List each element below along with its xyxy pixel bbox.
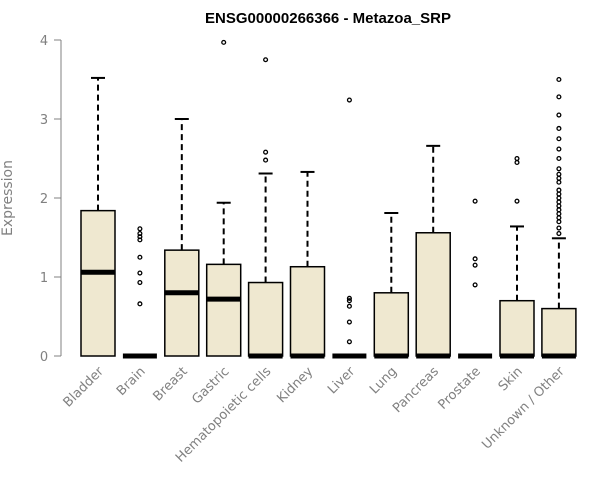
- outlier-point: [346, 319, 352, 325]
- y-axis: 0 1 2 3 4: [40, 34, 62, 365]
- outlier-point: [556, 76, 562, 83]
- outlier-point: [556, 175, 562, 181]
- box-rect: [289, 265, 326, 357]
- x-category-label: Lung: [367, 364, 400, 397]
- outlier-point: [346, 295, 352, 301]
- x-category-label: Liver: [325, 364, 359, 398]
- x-category-label: Brain: [114, 364, 149, 399]
- x-category-label: Breast: [150, 364, 190, 404]
- outlier-point: [514, 155, 520, 162]
- outlier-point: [137, 279, 143, 286]
- outlier-point: [556, 215, 562, 221]
- outlier-point: [346, 303, 352, 309]
- outlier-point: [346, 339, 352, 345]
- outlier-point: [556, 191, 562, 197]
- outlier-point: [556, 203, 562, 209]
- y-axis-label: Expression: [0, 160, 16, 236]
- box-rect: [373, 292, 410, 357]
- outlier-point: [137, 270, 143, 276]
- y-tick-label: 2: [40, 192, 48, 207]
- outlier-point: [346, 298, 352, 304]
- x-category-label: Unknown / Other: [479, 364, 568, 453]
- outlier-point: [556, 219, 562, 225]
- outlier-point: [556, 225, 562, 231]
- box-rect: [205, 263, 242, 357]
- outlier-point: [556, 112, 562, 118]
- outlier-point: [556, 166, 562, 172]
- outlier-point: [556, 155, 562, 162]
- outlier-point: [556, 195, 562, 201]
- box-rect: [164, 249, 200, 357]
- outlier-point: [137, 231, 143, 237]
- outlier-point: [556, 207, 562, 213]
- x-category-label: Kidney: [274, 364, 316, 406]
- box-bladder: [80, 76, 116, 357]
- box-pancreas: [415, 144, 451, 359]
- x-category-label: Skin: [496, 364, 526, 394]
- box-prostate: [458, 198, 493, 359]
- box-kidney: [289, 170, 326, 359]
- outlier-point: [137, 226, 143, 232]
- boxes-group: [80, 39, 577, 359]
- box-gastric: [205, 39, 242, 357]
- outlier-point: [263, 149, 269, 155]
- x-category-label: Prostate: [435, 364, 483, 412]
- outlier-point: [472, 256, 478, 262]
- outlier-point: [556, 136, 562, 142]
- outlier-point: [556, 199, 562, 205]
- box-lung: [373, 212, 410, 359]
- chart-title: ENSG00000266366 - Metazoa_SRP: [205, 10, 451, 27]
- box-unknown-other: [541, 76, 577, 359]
- x-category-label: Bladder: [61, 364, 108, 411]
- y-tick-label: 0: [40, 350, 48, 365]
- box-rect: [499, 299, 535, 357]
- box-rect: [80, 209, 116, 357]
- outlier-point: [556, 179, 562, 185]
- box-rect: [415, 232, 451, 357]
- outlier-point: [346, 97, 352, 103]
- outlier-point: [472, 282, 478, 288]
- box-rect: [247, 281, 284, 357]
- x-category-label: Pancreas: [390, 364, 442, 416]
- outlier-point: [556, 187, 562, 193]
- outlier-point: [263, 57, 269, 63]
- outlier-point: [556, 211, 562, 217]
- y-tick-label: 3: [40, 113, 48, 128]
- outlier-point: [556, 125, 562, 132]
- box-liver: [332, 97, 367, 359]
- box-skin: [499, 155, 535, 359]
- outlier-point: [556, 146, 562, 152]
- outlier-point: [556, 231, 562, 237]
- box-rect: [541, 307, 577, 357]
- outlier-point: [556, 171, 562, 177]
- outlier-point: [263, 157, 269, 163]
- outlier-point: [556, 94, 562, 100]
- y-tick-label: 1: [40, 271, 48, 286]
- box-hematopoietic-cells: [247, 57, 284, 359]
- box-brain: [122, 226, 157, 359]
- outlier-point: [514, 159, 520, 166]
- outlier-point: [472, 262, 478, 268]
- outlier-point: [221, 39, 227, 45]
- y-tick-label: 4: [40, 34, 48, 49]
- outlier-point: [137, 301, 143, 307]
- outlier-point: [514, 198, 520, 204]
- box-breast: [164, 118, 200, 357]
- outlier-point: [472, 198, 478, 204]
- outlier-point: [137, 254, 143, 260]
